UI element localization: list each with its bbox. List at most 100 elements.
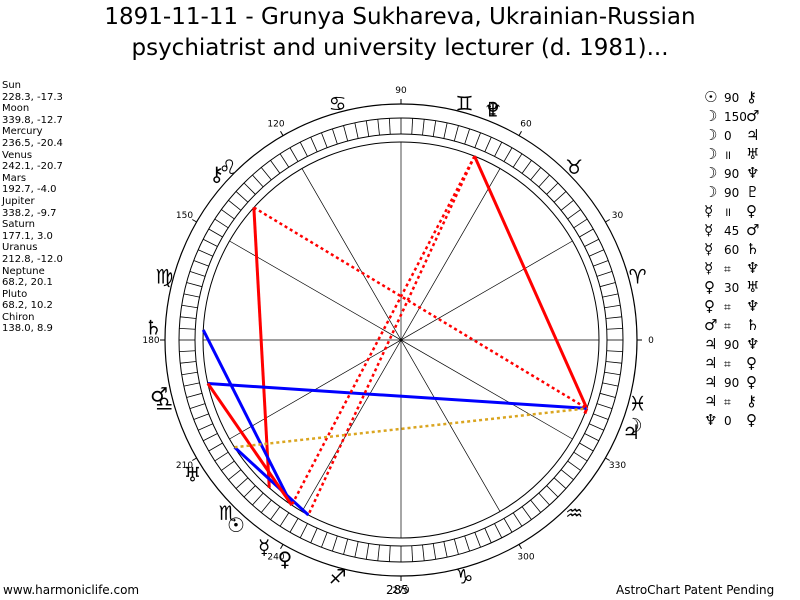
zodiac-sign-icon: ♓ [629, 391, 647, 415]
degree-tick [321, 532, 328, 548]
degree-label: 240 [267, 553, 284, 563]
chart-title: 1891-11-11 - Grunya Sukhareva, Ukrainian… [0, 2, 800, 64]
degree-tick [553, 477, 567, 489]
degree-tick [411, 118, 414, 135]
aspect-planet-a-icon: ♃ [704, 392, 718, 410]
aspect-planet-b-icon: ♆ [746, 164, 760, 182]
degree-tick [354, 122, 359, 139]
aspect-planet-b-icon: ♅ [746, 145, 760, 163]
degree-label: 30 [612, 211, 624, 221]
degree-tick [198, 249, 213, 257]
degree-label: 150 [176, 211, 193, 221]
degree-tick [310, 137, 318, 152]
planet-position-saturn: 177.1, 3.0 [2, 230, 53, 242]
degree-tick [260, 499, 272, 513]
degree-tick [538, 492, 550, 506]
degree-tick [464, 128, 470, 145]
aspect-row: ☿ ॥ ♀ [704, 202, 759, 221]
aspect-value: 0 [724, 129, 732, 143]
zodiac-sign-icon: ♏ [219, 501, 237, 525]
planet-glyph-icon: ♇ [484, 98, 502, 122]
planet-position-mars: 192.7, -4.0 [2, 184, 57, 196]
aspect-planet-b-icon: ♆ [746, 335, 760, 353]
planet-name-moon: Moon [2, 103, 30, 115]
planet-position-neptune: 68.2, 20.1 [2, 277, 53, 289]
aspect-planet-b-icon: ⚷ [746, 88, 757, 106]
planet-glyph-icon: ♀ [278, 547, 293, 571]
degree-marker [605, 219, 610, 223]
aspect-planet-b-icon: ♂ [746, 107, 760, 125]
aspect-line [290, 155, 476, 506]
aspect-planet-a-icon: ♃ [704, 354, 718, 372]
degree-tick [443, 541, 448, 558]
degree-tick [214, 218, 229, 229]
degree-tick [573, 218, 588, 229]
aspect-row: ☿ ⌗ ♆ [704, 259, 759, 278]
aspect-value: 90 [724, 186, 740, 200]
degree-marker [280, 544, 284, 549]
degree-tick [180, 361, 197, 364]
aspect-planet-b-icon: ♄ [746, 240, 760, 258]
degree-tick [289, 147, 299, 162]
aspect-line [234, 407, 587, 449]
degree-tick [604, 304, 621, 309]
degree-tick [606, 327, 623, 330]
aspect-planet-b-icon: ♆ [746, 259, 760, 277]
aspect-value: 60 [724, 243, 740, 257]
planet-glyph-icon: ☽ [625, 414, 643, 438]
aspect-line [253, 206, 588, 410]
degree-tick [422, 544, 425, 561]
degree-tick [179, 350, 196, 353]
aspect-planet-b-icon: ♀ [746, 354, 757, 372]
degree-tick [530, 499, 542, 513]
zodiac-sign-icon: ♐ [329, 565, 347, 589]
planet-name-saturn: Saturn [2, 219, 36, 231]
aspect-row: ☽ ॥ ♅ [704, 145, 759, 164]
degree-tick [503, 147, 513, 162]
aspect-row: ☽ 90 ♇ [704, 183, 759, 202]
planet-name-mars: Mars [2, 172, 27, 184]
house-spoke [229, 240, 573, 440]
degree-tick [512, 153, 523, 168]
degree-tick [453, 538, 459, 555]
planet-position-jupiter: 338.2, -9.7 [2, 207, 57, 219]
degree-tick [181, 304, 198, 309]
zodiac-sign-icon: ♈ [629, 265, 647, 289]
planet-glyph-icon: ☿ [258, 535, 270, 559]
planet-name-chiron: Chiron [2, 311, 35, 323]
aspect-value: 90 [724, 167, 740, 181]
degree-tick [221, 209, 235, 220]
degree-tick [589, 249, 604, 257]
aspect-row: ♆ 0 ♀ [704, 411, 759, 430]
degree-tick [299, 142, 308, 157]
degree-tick [589, 423, 604, 431]
aspect-planet-a-icon: ♂ [704, 316, 718, 334]
planet-name-neptune: Neptune [2, 265, 45, 277]
degree-tick [279, 153, 290, 168]
planet-glyph-icon: ♄ [144, 315, 162, 339]
degree-tick [560, 199, 574, 211]
degree-tick [494, 142, 503, 157]
degree-tick [521, 160, 532, 174]
degree-tick [604, 371, 621, 376]
aspect-value: 90 [724, 91, 740, 105]
degree-tick [503, 518, 513, 533]
degree-tick [377, 544, 380, 561]
zodiac-sign-icon: ♑ [455, 565, 473, 589]
planet-glyph-icon: ⚷ [209, 162, 224, 186]
degree-tick [186, 392, 203, 398]
degree-label: 90 [395, 86, 407, 96]
degree-tick [289, 518, 299, 533]
degree-tick [474, 132, 481, 148]
degree-tick [388, 118, 391, 135]
footer-website[interactable]: www.harmoniclife.com [3, 583, 140, 597]
planet-position-list: Sun 228.3, -17.3 Moon 339.8, -12.7 Mercury 23… [2, 80, 63, 335]
degree-tick [388, 545, 391, 562]
planet-glyph-icon: ♆ [484, 98, 502, 122]
degree-tick [252, 492, 264, 506]
degree-tick [214, 451, 229, 462]
zodiac-sign-icon: ♎ [155, 391, 173, 415]
degree-tick [593, 413, 609, 420]
planet-name-mercury: Mercury [2, 126, 43, 138]
degree-tick [494, 523, 503, 538]
